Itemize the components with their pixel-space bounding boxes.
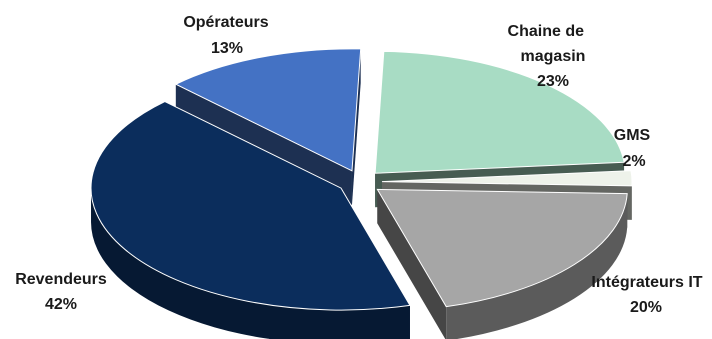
label-chaine-de-magasin: Chaine de magasin <box>508 23 589 65</box>
label-gms-pct: 2% <box>622 153 645 170</box>
slice-wall-integrateurs-it-1 <box>377 189 447 339</box>
label-revendeurs-pct: 42% <box>45 296 77 313</box>
label-operateurs: Opérateurs <box>183 14 268 31</box>
label-integrateurs: Intégrateurs IT <box>591 274 702 291</box>
label-chaine-de-magasin-pct: 23% <box>537 73 569 90</box>
label-integrateurs-pct: 20% <box>630 299 662 316</box>
slice-side-integrateurs-it-0 <box>446 193 628 339</box>
slice-top-integrateurs-it <box>376 188 628 308</box>
slice-side-revendeurs-0 <box>91 188 410 339</box>
label-gms: GMS <box>614 127 651 144</box>
slice-top-gms <box>381 170 633 187</box>
label-operateurs-pct: 13% <box>211 40 243 57</box>
pie-labels: Chaine de magasin 23% GMS 2% Intégrateur… <box>15 14 703 316</box>
label-revendeurs: Revendeurs <box>15 271 107 288</box>
slice-revendeurs <box>90 100 411 339</box>
slice-wall-operateurs-1 <box>351 48 361 205</box>
slice-integrateurs-it <box>376 188 628 339</box>
slice-top-operateurs <box>174 48 362 172</box>
slice-top-chaine-de-magasin <box>374 50 625 174</box>
pie-slices <box>90 48 633 339</box>
slice-top-revendeurs <box>90 100 411 311</box>
